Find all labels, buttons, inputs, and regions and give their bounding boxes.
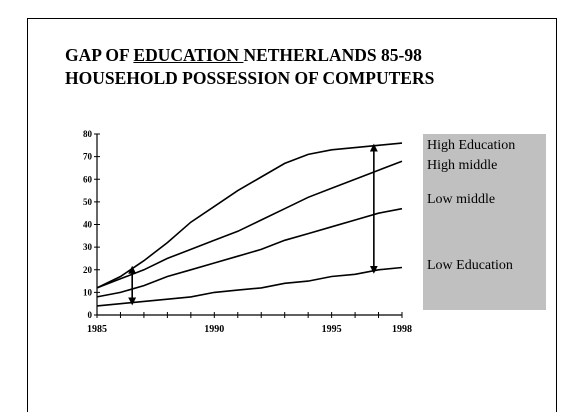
title-line2: HOUSEHOLD POSSESSION OF COMPUTERS [65, 68, 435, 88]
y-tick-label: 70 [83, 152, 93, 162]
x-tick-label: 1990 [204, 324, 224, 335]
title-line1-underlined: EDUCATION [133, 45, 244, 65]
y-tick-label: 40 [83, 220, 93, 230]
legend: High Education High middle Low middle Lo… [423, 134, 546, 310]
legend-item-low-middle: Low middle [427, 192, 496, 207]
series-line-low-education [96, 266, 403, 307]
x-tick-label: 1985 [87, 324, 107, 335]
y-tick-label: 50 [83, 197, 93, 207]
slide-title: GAP OF EDUCATION NETHERLANDS 85-98 HOUSE… [65, 44, 535, 90]
legend-item-high-middle: High middle [427, 158, 498, 173]
y-tick-label: 20 [83, 265, 93, 275]
chart-axes: 0 10 20 30 40 50 60 70 80 1985 1990 1995 1998 [83, 129, 412, 335]
title-line1-pre: GAP OF [65, 45, 134, 65]
y-tick-label: 30 [83, 242, 93, 252]
y-tick-label: 80 [83, 129, 93, 139]
series-line-high-education [96, 142, 403, 289]
legend-item-high-education: High Education [427, 138, 516, 153]
series-line-high-middle [96, 160, 403, 289]
x-tick-label: 1995 [322, 324, 342, 335]
chart-lines [96, 142, 403, 307]
series-line-low-middle [96, 207, 403, 298]
x-tick-label: 1998 [392, 324, 412, 335]
y-tick-label: 60 [83, 174, 93, 184]
legend-item-low-education: Low Education [427, 258, 513, 273]
y-tick-label: 10 [83, 287, 93, 297]
y-tick-label: 0 [88, 310, 93, 320]
title-line1-post: NETHERLANDS 85-98 [243, 45, 422, 65]
chart-annotations [128, 143, 378, 306]
